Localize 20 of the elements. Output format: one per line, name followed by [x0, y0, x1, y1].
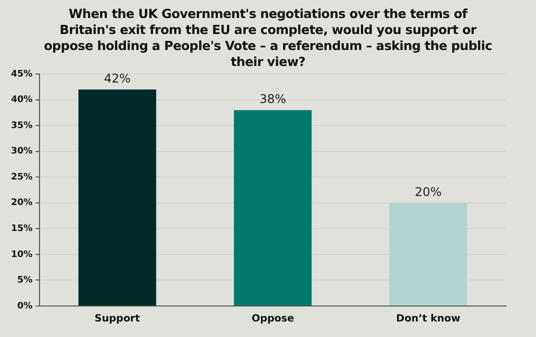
y-tick-label: 0% — [17, 301, 33, 312]
y-tick-label: 45% — [10, 69, 33, 80]
data-label: 38% — [259, 92, 286, 106]
y-tick-label: 20% — [10, 198, 33, 208]
data-label: 42% — [104, 72, 131, 86]
data-label: 20% — [414, 185, 442, 200]
chart-title: When the UK Government's negotiations over the terms of Britain's exit from the EU are complete, would you support or oppose holding a People's Vote – a referendum – asking the public their view? — [42, 6, 494, 70]
y-tick-label: 5% — [17, 276, 33, 286]
bar — [234, 110, 312, 306]
y-tick-label: 40% — [10, 95, 33, 106]
x-tick-label: Don’t know — [396, 314, 460, 325]
y-tick-label: 30% — [10, 146, 33, 157]
y-tick-label: 10% — [10, 250, 33, 260]
y-tick-label: 35% — [10, 120, 33, 131]
y-tick-label: 15% — [10, 224, 33, 234]
x-tick-label: Oppose — [252, 314, 294, 325]
bar — [389, 202, 468, 306]
bar — [78, 89, 156, 306]
y-tick-label: 25% — [10, 172, 33, 182]
x-tick-label: Support — [94, 314, 140, 325]
